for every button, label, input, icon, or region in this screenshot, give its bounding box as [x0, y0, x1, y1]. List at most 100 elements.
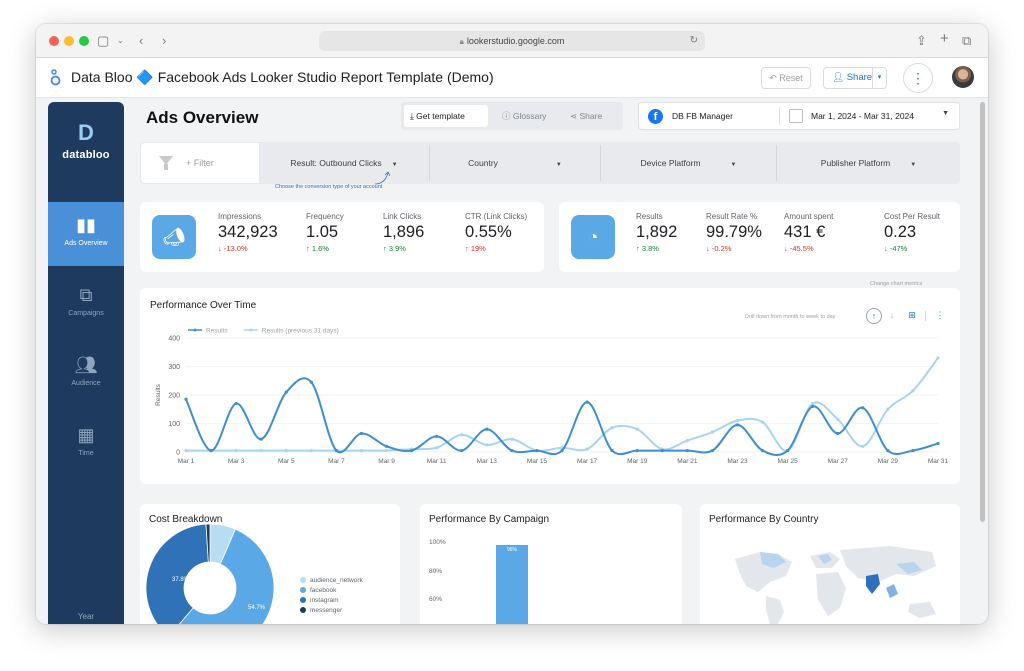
arrow-down-icon: ↓ [884, 244, 888, 253]
data-point [259, 437, 263, 441]
data-point [309, 380, 313, 384]
sidebar-item-audience[interactable]: 👥︎ Audience [48, 342, 124, 406]
hierarchy-icon: ⧉ [79, 285, 93, 305]
metric-result-rate: Result Rate % 99.79% ↓ -0.2% [706, 212, 762, 253]
data-point [560, 448, 564, 453]
x-tick-label: Mar 23 [727, 458, 748, 465]
data-point [585, 447, 589, 451]
legend-swatch-dot [249, 328, 253, 332]
sidebar-item-year[interactable]: Year [77, 612, 95, 621]
data-point [710, 430, 715, 434]
data-point [234, 401, 238, 406]
result-type-dropdown[interactable]: Result: Outbound Clicks ▼ [290, 158, 398, 168]
data-point [911, 448, 915, 453]
data-point [635, 448, 639, 453]
get-template-button[interactable]: ⤓ Get template [404, 105, 488, 127]
chart-menu-button[interactable]: ⋮ [935, 310, 945, 320]
page-scrollbar[interactable] [980, 102, 985, 522]
arrow-up-icon: ↑ [465, 244, 469, 253]
arrow-down-icon: ↓ [218, 244, 222, 253]
legend-item[interactable]: messenger [300, 606, 363, 616]
data-point [610, 448, 614, 453]
cost-legend: audience_network facebook instagram mess… [300, 576, 363, 616]
data-point [911, 389, 915, 393]
add-filter-button[interactable]: + Filter [141, 143, 259, 183]
legend-item[interactable]: audience_network [300, 576, 363, 586]
share-sheet-icon[interactable]: ⇪ [916, 33, 927, 48]
drill-up-button[interactable]: ↑ [866, 308, 882, 324]
x-tick-label: Mar 5 [278, 458, 295, 465]
gauge-icon: ◔ [571, 215, 615, 259]
megaphone-icon: 📣︎ [152, 215, 196, 259]
arrow-up-icon: ↑ [636, 244, 640, 253]
data-source-name[interactable]: DB FB Manager [672, 111, 733, 121]
chevron-down-icon[interactable]: ⌄ [117, 36, 124, 45]
minimize-window-button[interactable] [64, 36, 74, 46]
address-bar[interactable]: 🔒︎ lookerstudio.google.com ↻ [319, 31, 705, 51]
more-options-button[interactable]: ⋮ [903, 63, 933, 93]
campaign-performance-card: Performance By Campaign 100% 80% 60% 98% [420, 504, 682, 624]
zoom-window-button[interactable] [79, 36, 89, 46]
series-line [185, 377, 939, 456]
data-point [836, 417, 840, 421]
data-point [359, 431, 364, 436]
y-tick-label: 0 [176, 450, 180, 457]
sidebar-item-time[interactable]: ▦ Time [48, 412, 124, 476]
data-point [284, 390, 288, 394]
data-point [685, 439, 689, 443]
data-point [359, 448, 364, 453]
data-point [786, 448, 790, 453]
glossary-button[interactable]: ⓘ Glossary [502, 111, 547, 121]
data-point [660, 448, 664, 453]
data-source-selector: f DB FB Manager Mar 1, 2024 - Mar 31, 20… [638, 102, 960, 130]
metric-impressions: Impressions 342,923 ↓ -13.0% [218, 212, 278, 253]
data-point [635, 427, 639, 431]
x-tick-label: Mar 21 [677, 458, 698, 465]
sidebar-toggle-icon[interactable]: ▢ [97, 33, 110, 48]
data-point [460, 448, 464, 453]
reload-icon[interactable]: ↻ [689, 35, 698, 46]
chevron-down-icon[interactable]: ▼ [942, 110, 949, 117]
back-arrow-icon[interactable]: ‹ [139, 33, 144, 48]
reset-button[interactable]: ↶ Reset [761, 67, 811, 89]
calendar-icon: ▦ [77, 425, 95, 445]
arrow-up-icon: ↑ [306, 244, 310, 253]
date-range-picker[interactable]: Mar 1, 2024 - Mar 31, 2024 [811, 111, 915, 121]
avatar[interactable] [952, 66, 974, 88]
drill-down-button[interactable]: ↓ [889, 310, 895, 320]
data-point [384, 448, 389, 453]
new-tab-icon[interactable]: + [940, 30, 949, 47]
forward-arrow-icon[interactable]: › [162, 33, 167, 48]
data-point [184, 448, 188, 453]
legend-item[interactable]: facebook [300, 586, 363, 596]
device-platform-dropdown[interactable]: Device Platform ▼ [640, 158, 737, 168]
change-chart-metric-button[interactable]: ⊞ [908, 310, 916, 320]
data-point [309, 448, 313, 453]
y-tick-label: 400 [168, 336, 180, 343]
world-map-chart [735, 546, 936, 624]
x-tick-label: Mar 3 [228, 458, 245, 465]
publisher-platform-dropdown[interactable]: Publisher Platform ▼ [820, 158, 917, 168]
x-tick-label: Mar 7 [328, 458, 345, 465]
facebook-icon: f [648, 109, 663, 124]
close-window-button[interactable] [49, 36, 59, 46]
data-point [410, 448, 414, 453]
share-button[interactable]: 👤︎ Share ▾ [823, 67, 887, 89]
y-tick-label: 100% [429, 539, 446, 546]
arrow-down-icon: ↓ [706, 244, 710, 253]
share-dropdown-caret[interactable]: ▾ [872, 68, 886, 88]
legend-item[interactable]: instagram [300, 596, 363, 606]
campaign-bar[interactable]: 98% [496, 544, 528, 624]
tab-overview-icon[interactable]: ⧉ [962, 33, 972, 48]
databloo-logo-icon: D [78, 120, 94, 145]
donut-slice [145, 523, 209, 624]
highlighted-country[interactable] [866, 574, 880, 594]
sidebar-item-campaigns[interactable]: ⧉ Campaigns [48, 272, 124, 336]
cost-breakdown-card: Cost Breakdown 37.8% 54.7% audience_netw… [140, 504, 400, 624]
country-dropdown[interactable]: Country ▼ [468, 158, 562, 168]
share-report-button[interactable]: ⋖ Share [570, 111, 603, 121]
data-point [435, 434, 439, 438]
data-point [585, 400, 589, 404]
sidebar-item-ads-overview[interactable]: ▮▮ Ads Overview [48, 202, 124, 266]
data-point [610, 426, 614, 430]
